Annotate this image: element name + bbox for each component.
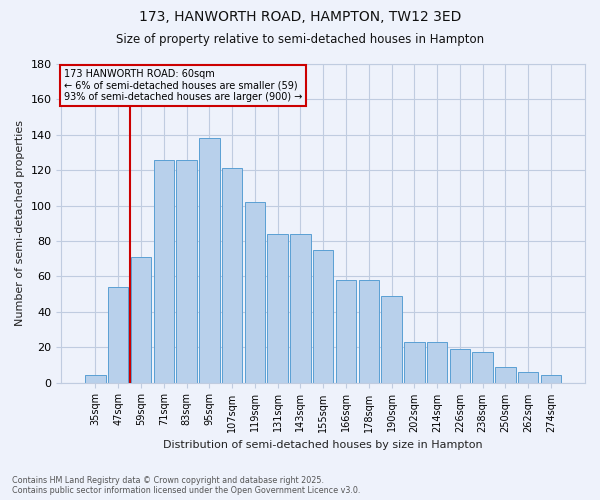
- Bar: [290, 234, 311, 382]
- Bar: [154, 160, 174, 382]
- Text: Size of property relative to semi-detached houses in Hampton: Size of property relative to semi-detach…: [116, 32, 484, 46]
- Bar: [381, 296, 402, 382]
- Bar: [222, 168, 242, 382]
- Bar: [336, 280, 356, 382]
- Bar: [472, 352, 493, 382]
- Bar: [199, 138, 220, 382]
- Bar: [495, 366, 515, 382]
- Bar: [404, 342, 425, 382]
- Bar: [518, 372, 538, 382]
- Bar: [541, 376, 561, 382]
- Text: 173, HANWORTH ROAD, HAMPTON, TW12 3ED: 173, HANWORTH ROAD, HAMPTON, TW12 3ED: [139, 10, 461, 24]
- Bar: [85, 376, 106, 382]
- Bar: [245, 202, 265, 382]
- Y-axis label: Number of semi-detached properties: Number of semi-detached properties: [15, 120, 25, 326]
- Bar: [131, 257, 151, 382]
- Bar: [449, 349, 470, 382]
- Bar: [176, 160, 197, 382]
- Bar: [427, 342, 448, 382]
- Text: 173 HANWORTH ROAD: 60sqm
← 6% of semi-detached houses are smaller (59)
93% of se: 173 HANWORTH ROAD: 60sqm ← 6% of semi-de…: [64, 69, 302, 102]
- Bar: [359, 280, 379, 382]
- Bar: [108, 287, 128, 382]
- X-axis label: Distribution of semi-detached houses by size in Hampton: Distribution of semi-detached houses by …: [163, 440, 483, 450]
- Text: Contains HM Land Registry data © Crown copyright and database right 2025.
Contai: Contains HM Land Registry data © Crown c…: [12, 476, 361, 495]
- Bar: [313, 250, 334, 382]
- Bar: [268, 234, 288, 382]
